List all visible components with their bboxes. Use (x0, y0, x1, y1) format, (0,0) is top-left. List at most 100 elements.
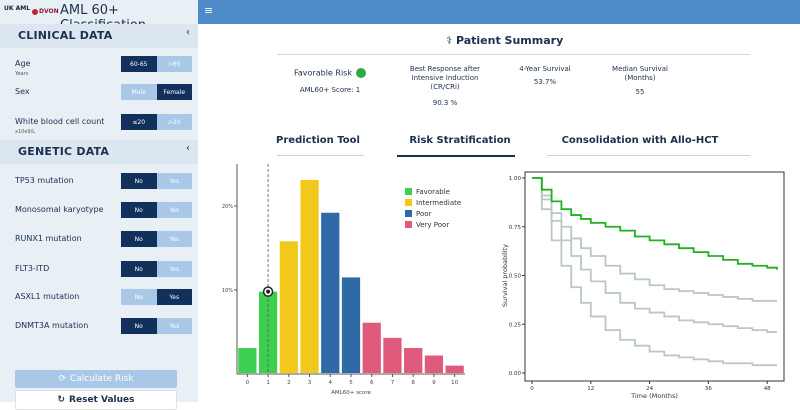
hamburger-icon[interactable]: ≡ (204, 4, 214, 17)
tab-prediction-tool[interactable]: Prediction Tool (270, 135, 366, 146)
x-tick-label: 0 (246, 380, 250, 386)
legend-label: Very Poor (416, 221, 449, 229)
collapse-icon[interactable]: ‹ (186, 143, 190, 154)
toggle-option[interactable]: >20 (156, 114, 192, 130)
tab-underline (547, 155, 750, 156)
toggle-group: No Yes (121, 261, 192, 277)
toggle-option[interactable]: Yes (156, 318, 192, 334)
sidebar: CLINICAL DATA ‹ GENETIC DATA ‹ Age Years 6… (0, 24, 198, 410)
toggle-option[interactable]: No (121, 202, 157, 218)
x-tick-label: 24 (646, 386, 653, 392)
score-bar (279, 241, 298, 373)
toggle-option[interactable]: Yes (156, 289, 192, 305)
toggle-group: No Yes (121, 202, 192, 218)
refresh-icon: ⟳ (58, 374, 66, 384)
field-label: FLT3-ITD (15, 264, 50, 273)
survival-curve-chart: 0.00 0.25 0.50 0.75 1.00 0 12 24 36 48 Time (Month… (501, 171, 785, 400)
score-distribution-chart: 10% 20% 0 1 2 3 4 5 6 7 8 9 10 AML60+ score Favorable I… (222, 164, 465, 396)
toggle-option[interactable]: No (121, 231, 157, 247)
y-axis-label: Survival probability (501, 244, 509, 307)
field-label: Monosomal karyotype (15, 205, 104, 214)
stethoscope-icon: ⚕ (446, 34, 452, 47)
toggle-option[interactable]: Yes (156, 173, 192, 189)
toggle-option[interactable]: Female (156, 84, 192, 100)
tab-consolidation[interactable]: Consolidation with Allo-HCT (555, 135, 725, 146)
x-tick-label: 36 (705, 386, 712, 392)
risk-label: Favorable Risk (294, 68, 352, 78)
patient-summary-title: ⚕ Patient Summary (446, 34, 563, 47)
toggle-group: No Yes (121, 231, 192, 247)
brand-area: UK AML DVON AML 60+ Classification (0, 0, 198, 33)
legend-swatch (405, 221, 412, 228)
toggle-option[interactable]: ≤20 (121, 114, 157, 130)
x-tick-label: 1 (266, 380, 270, 386)
clinical-data-header[interactable]: CLINICAL DATA ‹ (0, 24, 198, 48)
tab-risk-stratification[interactable]: Risk Stratification (405, 135, 515, 146)
plot-frame (524, 171, 785, 382)
risk-indicator-dot (355, 68, 366, 78)
field-label: TP53 mutation (15, 176, 74, 185)
score-bar (445, 365, 464, 373)
survival-curve (532, 177, 777, 333)
reset-values-button[interactable]: ↻ Reset Values (15, 390, 177, 410)
y-tick-label: 10% (222, 288, 233, 294)
legend-swatch (405, 188, 412, 195)
dvon-logo-dot (32, 8, 38, 15)
dvon-logo: DVON (32, 8, 59, 15)
score-bar (238, 347, 257, 373)
x-tick-label: 12 (587, 386, 594, 392)
calculate-risk-button[interactable]: ⟳ Calculate Risk (15, 370, 177, 388)
legend-swatch (405, 210, 412, 217)
toggle-option[interactable]: No (121, 318, 157, 334)
x-axis-label: AML60+ score (331, 390, 371, 396)
patient-score-marker-dot (266, 289, 271, 294)
field-label: Age (15, 59, 31, 68)
x-axis-label: Time (Months) (630, 392, 678, 400)
median-label: Median Survival (Months) (612, 65, 668, 82)
toggle-option[interactable]: No (121, 289, 157, 305)
top-bar: UK AML DVON AML 60+ Classification ≡ (0, 0, 800, 33)
toggle-group: No Yes (121, 173, 192, 189)
dvon-logo-text: DVON (39, 8, 59, 15)
nav-bar (198, 0, 800, 24)
y-tick-label: 20% (222, 204, 233, 210)
survival4-value: 53.7% (533, 78, 557, 86)
toggle-option[interactable]: No (121, 261, 157, 277)
risk-row: Favorable Risk (280, 68, 380, 78)
collapse-icon[interactable]: ‹ (186, 27, 190, 38)
field-label: DNMT3A mutation (15, 321, 89, 330)
response-label: Best Response after Intensive Induction … (409, 65, 481, 91)
median-metric: Median Survival (Months) 55 (600, 65, 680, 97)
x-tick-label: 10 (451, 380, 458, 386)
toggle-option[interactable]: Yes (156, 231, 192, 247)
toggle-option[interactable]: Yes (156, 202, 192, 218)
response-metric: Best Response after Intensive Induction … (400, 65, 490, 108)
toggle-group: 60-65 >65 (121, 56, 192, 72)
clinical-data-title: CLINICAL DATA (18, 29, 113, 42)
legend-label: Favorable (416, 188, 450, 196)
field-label: ASXL1 mutation (15, 292, 80, 301)
score-bar (321, 212, 340, 373)
toggle-option[interactable]: 60-65 (121, 56, 157, 72)
reset-icon: ↻ (57, 395, 66, 405)
tab-underline (277, 155, 364, 156)
tab-label: Risk Stratification (409, 135, 511, 146)
x-tick-label: 48 (764, 386, 771, 392)
toggle-option[interactable]: Male (121, 84, 157, 100)
y-tick-label: 0.75 (509, 225, 522, 231)
y-tick-label: 0.25 (509, 322, 522, 328)
toggle-group: Male Female (121, 84, 192, 100)
toggle-option[interactable]: >65 (156, 56, 192, 72)
field-label: RUNX1 mutation (15, 234, 82, 243)
score-label: AML60+ Score: 1 (299, 86, 361, 94)
score-bar (362, 322, 381, 373)
genetic-data-header[interactable]: GENETIC DATA ‹ (0, 140, 198, 164)
legend-swatch (405, 199, 412, 206)
toggle-option[interactable]: No (121, 173, 157, 189)
survival4-label: 4-Year Survival (519, 65, 571, 73)
x-tick-label: 2 (287, 380, 291, 386)
toggle-group: ≤20 >20 (121, 114, 192, 130)
toggle-option[interactable]: Yes (156, 261, 192, 277)
legend-label: Poor (416, 210, 432, 218)
field-label: Sex (15, 87, 30, 96)
